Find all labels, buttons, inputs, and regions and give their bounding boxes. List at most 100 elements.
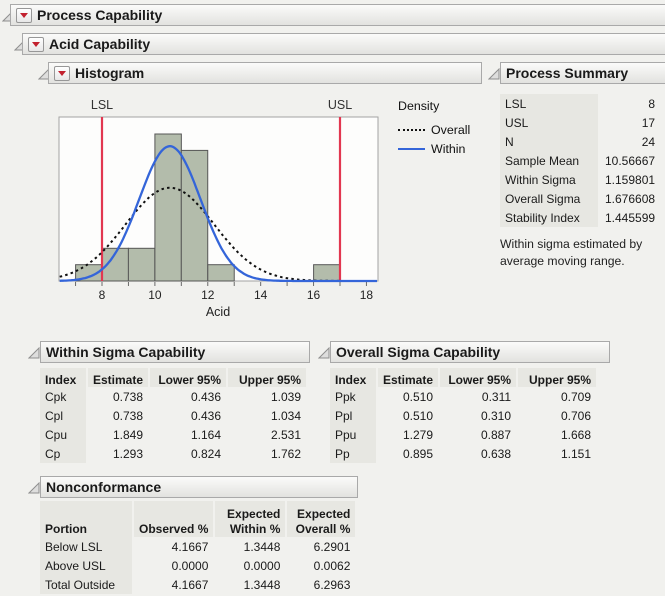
table-header-row: Index Estimate Lower 95% Upper 95% bbox=[330, 368, 597, 387]
x-axis-title: Acid bbox=[206, 305, 230, 319]
column-header: Lower 95% bbox=[440, 368, 517, 387]
axis-tick-label: 12 bbox=[201, 288, 215, 302]
cell-value: 1.676608 bbox=[605, 191, 656, 206]
cell-value: 0.638 bbox=[481, 446, 512, 461]
table-header-row: Portion Observed % Expected Within % Expe… bbox=[40, 501, 356, 537]
cell-value: 0.0000 bbox=[243, 558, 281, 573]
column-header: Expected Within % bbox=[215, 501, 286, 537]
disclosure-triangle-icon[interactable] bbox=[317, 346, 330, 359]
column-header: Upper 95% bbox=[228, 368, 307, 387]
column-header: Index bbox=[40, 368, 86, 387]
row-label: Sample Mean bbox=[500, 151, 598, 170]
cell-value: 0.510 bbox=[403, 389, 434, 404]
column-header: Observed % bbox=[134, 501, 214, 537]
outline-header-histogram[interactable]: Histogram bbox=[48, 62, 482, 84]
table-row: Ppl 0.510 0.310 0.706 bbox=[330, 406, 596, 425]
cell-value: 0.0062 bbox=[313, 558, 351, 573]
histogram-bar[interactable] bbox=[313, 264, 341, 282]
section-title: Acid Capability bbox=[49, 36, 151, 52]
cell-value: 0.738 bbox=[113, 389, 144, 404]
histogram-bar[interactable] bbox=[127, 247, 156, 282]
cell-value: 0.824 bbox=[191, 446, 222, 461]
cell-value: 0.706 bbox=[561, 408, 592, 423]
cell-value: 0.510 bbox=[403, 408, 434, 423]
red-triangle-icon bbox=[32, 41, 40, 47]
cell-value: 0.311 bbox=[481, 389, 512, 404]
column-header: Index bbox=[330, 368, 376, 387]
row-label: Overall Sigma bbox=[500, 189, 598, 208]
density-curve-overall[interactable] bbox=[59, 186, 377, 282]
disclosure-triangle-icon[interactable] bbox=[487, 67, 500, 80]
table-row: LSL 8 bbox=[500, 94, 660, 113]
row-label: Cpu bbox=[40, 425, 86, 444]
cell-value: 1.279 bbox=[403, 427, 434, 442]
red-triangle-menu-button[interactable] bbox=[28, 36, 44, 52]
disclosure-triangle-icon[interactable] bbox=[27, 481, 40, 494]
column-header: Upper 95% bbox=[518, 368, 597, 387]
cell-value: 10.56667 bbox=[605, 153, 656, 168]
histogram-bar[interactable] bbox=[207, 264, 235, 282]
histogram-bar[interactable] bbox=[180, 149, 209, 282]
within-capability-table: Index Estimate Lower 95% Upper 95% Cpk 0.… bbox=[38, 368, 308, 463]
cell-value: 1.3448 bbox=[243, 539, 281, 554]
red-triangle-menu-button[interactable] bbox=[16, 7, 32, 23]
column-header: Expected Overall % bbox=[287, 501, 356, 537]
table-row: Cp 1.293 0.824 1.762 bbox=[40, 444, 306, 463]
outline-header-process-summary[interactable]: Process Summary bbox=[500, 62, 665, 84]
table-row: Total Outside 4.1667 1.3448 6.2963 bbox=[40, 575, 355, 594]
cell-value: 17 bbox=[641, 115, 656, 130]
section-title: Nonconformance bbox=[46, 479, 162, 495]
cell-value: 6.2901 bbox=[313, 539, 351, 554]
cell-value: 1.293 bbox=[113, 446, 144, 461]
cell-value: 1.034 bbox=[271, 408, 302, 423]
density-legend: Density Overall Within bbox=[398, 99, 470, 158]
table-row: Within Sigma 1.159801 bbox=[500, 170, 660, 189]
axis-tick-label: 10 bbox=[148, 288, 162, 302]
section-title: Overall Sigma Capability bbox=[336, 344, 501, 360]
table-row: Sample Mean 10.56667 bbox=[500, 151, 660, 170]
cell-value: 1.762 bbox=[271, 446, 302, 461]
section-title: Process Capability bbox=[37, 7, 163, 23]
red-triangle-menu-button[interactable] bbox=[54, 65, 70, 81]
outline-header-within-sigma-capability[interactable]: Within Sigma Capability bbox=[40, 341, 310, 363]
legend-item-within[interactable]: Within bbox=[398, 139, 470, 158]
cell-value: 1.159801 bbox=[605, 172, 656, 187]
nonconformance-table: Portion Observed % Expected Within % Expe… bbox=[38, 501, 357, 594]
outline-header-overall-sigma-capability[interactable]: Overall Sigma Capability bbox=[330, 341, 610, 363]
row-label: USL bbox=[500, 113, 598, 132]
cell-value: 0.436 bbox=[191, 389, 222, 404]
section-title: Histogram bbox=[75, 65, 145, 81]
cell-value: 6.2963 bbox=[313, 577, 351, 592]
cell-value: 2.531 bbox=[271, 427, 302, 442]
density-curve-within[interactable] bbox=[59, 145, 377, 283]
cell-value: 1.151 bbox=[561, 446, 592, 461]
outline-header-acid-capability[interactable]: Acid Capability bbox=[22, 33, 665, 55]
disclosure-triangle-icon[interactable] bbox=[27, 346, 40, 359]
row-label: Ppu bbox=[330, 425, 376, 444]
histogram-bar[interactable] bbox=[154, 133, 182, 282]
axis-tick-label: 18 bbox=[360, 288, 374, 302]
row-label: Total Outside bbox=[40, 575, 132, 594]
legend-item-overall[interactable]: Overall bbox=[398, 120, 470, 139]
outline-header-process-capability[interactable]: Process Capability bbox=[10, 4, 665, 26]
row-label: Stability Index bbox=[500, 208, 598, 227]
row-label: N bbox=[500, 132, 598, 151]
process-summary-table: LSL 8 USL 17 N 24 Sample Mean 10.56667 Within Si… bbox=[498, 94, 662, 227]
axis-tick-label: 14 bbox=[254, 288, 268, 302]
histogram-plot[interactable]: 8 10 12 14 16 18 Acid LSL USL bbox=[30, 95, 400, 325]
cell-value: 24 bbox=[641, 134, 656, 149]
red-triangle-icon bbox=[20, 12, 28, 18]
solid-line-swatch-icon bbox=[398, 147, 425, 150]
cell-value: 1.164 bbox=[191, 427, 222, 442]
column-header: Estimate bbox=[378, 368, 439, 387]
cell-value: 0.436 bbox=[191, 408, 222, 423]
dotted-line-swatch-icon bbox=[398, 128, 425, 131]
outline-header-nonconformance[interactable]: Nonconformance bbox=[40, 476, 358, 498]
axis-tick-label: 8 bbox=[99, 288, 106, 302]
overall-capability-table: Index Estimate Lower 95% Upper 95% Ppk 0.… bbox=[328, 368, 598, 463]
table-row: Stability Index 1.445599 bbox=[500, 208, 660, 227]
legend-label: Within bbox=[431, 141, 466, 156]
table-row: Cpu 1.849 1.164 2.531 bbox=[40, 425, 306, 444]
legend-title: Density bbox=[398, 99, 440, 113]
cell-value: 8 bbox=[648, 96, 656, 111]
